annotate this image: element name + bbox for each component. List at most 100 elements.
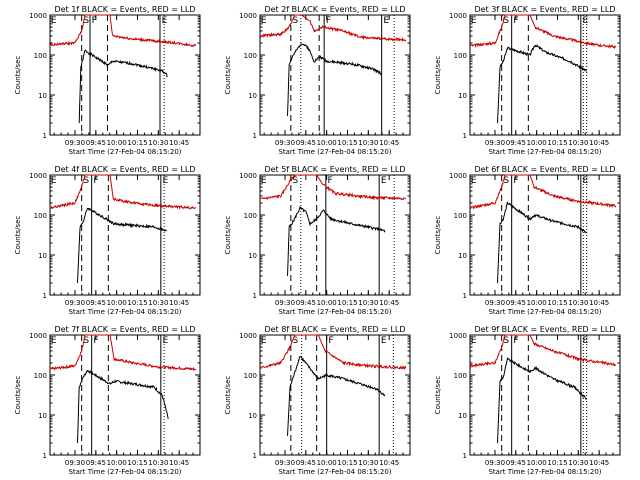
y-tick-label: 1 — [463, 132, 467, 140]
interval-marker-label: E — [381, 176, 387, 186]
x-tick-label: 10:30 — [148, 299, 168, 307]
series-line-lld — [49, 14, 197, 48]
x-tick-label: 10:00 — [527, 459, 547, 467]
y-tick-label: 10 — [248, 412, 257, 420]
series-line-events — [77, 369, 169, 444]
y-tick-label: 10 — [458, 92, 467, 100]
y-axis-label: Counts/sec — [224, 56, 232, 95]
plot-frame — [49, 174, 201, 296]
y-tick-label: 1 — [253, 292, 257, 300]
interval-marker-label: E — [583, 336, 589, 346]
y-tick-label: 100 — [34, 52, 47, 60]
x-tick-label: 09:30 — [275, 459, 295, 467]
y-tick-label: 1000 — [239, 332, 257, 340]
x-tick-label: 10:45 — [169, 459, 189, 467]
y-axis-label: Counts/sec — [434, 56, 442, 95]
interval-marker-label: F — [513, 16, 518, 26]
x-tick-label: 09:45 — [296, 139, 316, 147]
series-line-lld — [259, 334, 407, 370]
interval-marker-label: E — [163, 176, 169, 186]
panel-title: Det 1f BLACK = Events, RED = LLD — [54, 5, 195, 14]
x-tick-label: 10:45 — [169, 139, 189, 147]
x-tick-label: 09:30 — [65, 139, 85, 147]
x-tick-label: 09:30 — [485, 299, 505, 307]
plot-frame — [469, 14, 621, 136]
x-tick-label: 10:30 — [148, 459, 168, 467]
x-tick-label: 10:30 — [358, 459, 378, 467]
x-tick-label: 10:30 — [568, 299, 588, 307]
x-axis-label: Start Time (27-Feb-04 08:15:20) — [278, 468, 391, 476]
y-tick-label: 10 — [38, 252, 47, 260]
x-tick-label: 09:45 — [296, 299, 316, 307]
series-line-events — [287, 205, 386, 276]
y-axis-label: Counts/sec — [434, 376, 442, 415]
panel-4: Det 4f BLACK = Events, RED = LLD 1 10 100 10… — [14, 165, 201, 316]
interval-marker-label: E — [471, 16, 477, 26]
interval-marker-label: E — [261, 16, 267, 26]
plot-frame — [469, 334, 621, 456]
interval-marker-label: F — [328, 176, 333, 186]
interval-marker-label: E — [583, 176, 589, 186]
x-axis-label: Start Time (27-Feb-04 08:15:20) — [68, 468, 181, 476]
x-tick-label: 09:30 — [65, 459, 85, 467]
x-tick-label: 10:45 — [379, 299, 399, 307]
panel-7: Det 7f BLACK = Events, RED = LLD 1 10 100 10… — [14, 325, 201, 476]
y-tick-label: 1 — [463, 452, 467, 460]
y-tick-label: 100 — [244, 372, 257, 380]
y-tick-label: 1 — [463, 292, 467, 300]
interval-marker-label: F — [326, 16, 331, 26]
interval-marker-label: S — [503, 336, 509, 346]
interval-marker-label: E — [51, 336, 57, 346]
x-tick-label: 10:15 — [337, 459, 357, 467]
x-tick-label: 10:00 — [107, 459, 127, 467]
x-tick-label: 09:45 — [86, 459, 106, 467]
panel-title: Det 2f BLACK = Events, RED = LLD — [264, 5, 405, 14]
panel-title: Det 9f BLACK = Events, RED = LLD — [474, 325, 615, 334]
x-axis-label: Start Time (27-Feb-04 08:15:20) — [488, 148, 601, 156]
x-tick-label: 10:00 — [317, 299, 337, 307]
x-tick-label: 10:45 — [589, 139, 609, 147]
y-tick-label: 1000 — [449, 172, 467, 180]
interval-marker-label: S — [83, 336, 89, 346]
interval-marker-label: S — [83, 176, 89, 186]
y-tick-label: 1000 — [449, 332, 467, 340]
panel-5: Det 5f BLACK = Events, RED = LLD 1 10 100 10… — [224, 165, 411, 316]
panel-3: Det 3f BLACK = Events, RED = LLD 1 10 100 10… — [434, 5, 621, 156]
series-line-lld — [259, 174, 406, 201]
interval-marker-label: E — [51, 16, 57, 26]
y-tick-label: 1 — [43, 452, 47, 460]
series-line-lld — [49, 174, 197, 211]
x-tick-label: 09:30 — [275, 139, 295, 147]
y-tick-label: 1 — [43, 292, 47, 300]
series-line-lld — [49, 334, 197, 372]
interval-marker-label: F — [92, 16, 97, 26]
interval-marker-label: S — [503, 16, 509, 26]
x-tick-label: 09:45 — [86, 139, 106, 147]
plot-frame — [259, 174, 411, 296]
x-axis-label: Start Time (27-Feb-04 08:15:20) — [278, 308, 391, 316]
x-tick-label: 10:15 — [337, 299, 357, 307]
panel-title: Det 6f BLACK = Events, RED = LLD — [474, 165, 615, 174]
series-line-lld — [469, 334, 617, 369]
interval-marker-label: E — [583, 16, 589, 26]
interval-marker-label: S — [83, 16, 89, 26]
x-tick-label: 10:15 — [127, 459, 147, 467]
x-tick-label: 10:00 — [317, 139, 337, 147]
interval-marker-label: F — [93, 176, 98, 186]
x-tick-label: 10:15 — [127, 139, 147, 147]
y-axis-label: Counts/sec — [224, 376, 232, 415]
interval-marker-label: F — [513, 336, 518, 346]
x-axis-label: Start Time (27-Feb-04 08:15:20) — [488, 308, 601, 316]
plot-frame — [259, 334, 411, 456]
x-tick-label: 10:30 — [568, 459, 588, 467]
series-line-events — [497, 201, 588, 284]
x-tick-label: 10:15 — [337, 139, 357, 147]
panel-9: Det 9f BLACK = Events, RED = LLD 1 10 100 10… — [434, 325, 621, 476]
interval-marker-label: E — [163, 336, 169, 346]
y-tick-label: 10 — [458, 252, 467, 260]
panel-1: Det 1f BLACK = Events, RED = LLD 1 10 100 10… — [14, 5, 201, 156]
x-tick-label: 10:45 — [379, 459, 399, 467]
y-tick-label: 1 — [253, 452, 257, 460]
